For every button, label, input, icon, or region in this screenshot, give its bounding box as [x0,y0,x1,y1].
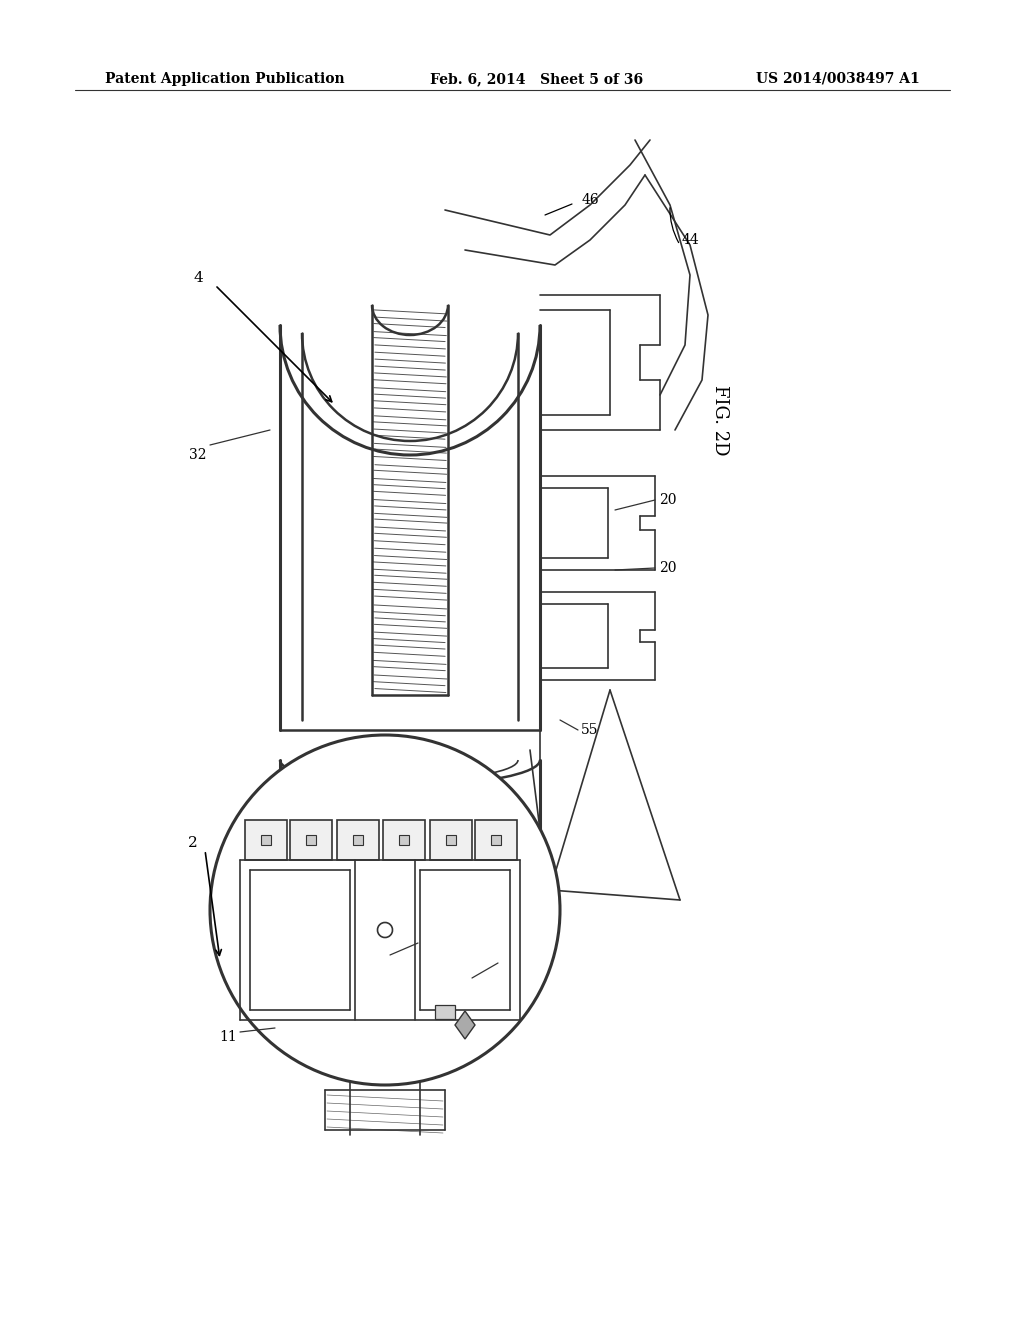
Bar [435,1005,455,1019]
Bar [261,836,271,845]
Bar [490,836,501,845]
Bar [306,836,316,845]
Text: US 2014/0038497 A1: US 2014/0038497 A1 [757,73,920,86]
Text: 46: 46 [582,193,599,207]
Text: 26: 26 [502,953,519,968]
Bar [399,836,409,845]
Text: 2: 2 [188,836,198,850]
Text: 52: 52 [421,933,438,946]
Text: 4: 4 [194,271,203,285]
Text: Feb. 6, 2014   Sheet 5 of 36: Feb. 6, 2014 Sheet 5 of 36 [430,73,643,86]
Text: FIG. 2D: FIG. 2D [711,384,729,455]
Bar [383,820,425,861]
Bar [337,820,379,861]
Bar [475,820,517,861]
Circle shape [210,735,560,1085]
Bar [430,820,472,861]
Polygon shape [455,1011,475,1039]
Bar [290,820,332,861]
Bar [446,836,456,845]
Text: 44: 44 [681,234,698,247]
Text: Patent Application Publication: Patent Application Publication [105,73,345,86]
Text: 11: 11 [219,1030,237,1044]
Bar [353,836,362,845]
Text: 20: 20 [659,561,677,576]
Text: 20: 20 [659,492,677,507]
Bar [245,820,287,861]
Text: 55: 55 [582,723,599,737]
Text: 32: 32 [189,447,207,462]
